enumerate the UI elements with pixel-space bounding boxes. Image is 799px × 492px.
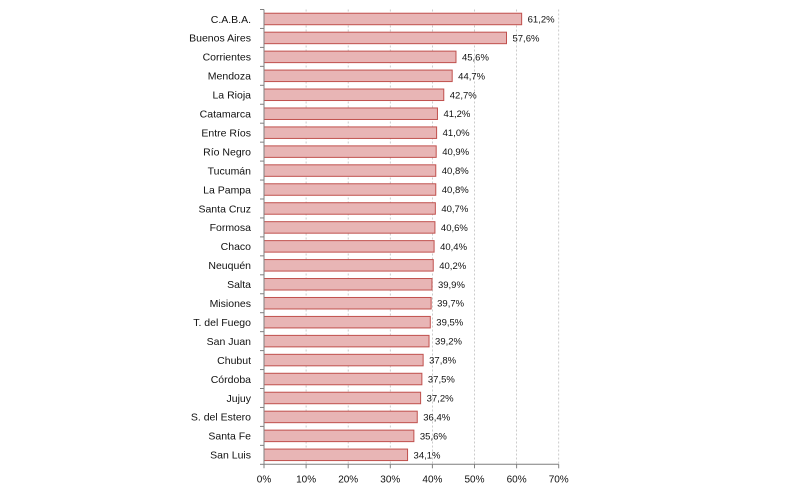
x-tick-label: 10%	[296, 474, 316, 485]
value-label: 35,6%	[420, 431, 447, 442]
bar	[263, 448, 409, 462]
bar	[263, 50, 457, 64]
value-label: 42,7%	[450, 90, 477, 101]
category-label: Buenos Aires	[189, 33, 251, 45]
bar	[263, 296, 432, 310]
category-label: Misiones	[210, 298, 251, 310]
x-axis-tick-labels: 0% 10% 20% 30% 40% 50% 60% 70%	[257, 474, 569, 485]
category-label: Santa Fe	[208, 431, 251, 443]
bar	[263, 164, 437, 177]
bar	[263, 126, 438, 139]
bar	[263, 31, 507, 45]
value-label: 40,6%	[441, 223, 468, 234]
value-label: 37,2%	[427, 393, 454, 404]
value-label: 40,8%	[442, 185, 469, 196]
category-label: Corrientes	[203, 52, 251, 64]
bar	[263, 259, 434, 272]
value-label: 40,9%	[442, 147, 469, 158]
category-label: San Luis	[210, 450, 251, 462]
category-label: Santa Cruz	[198, 203, 251, 215]
value-labels: 61,2% 57,6% 45,6% 44,7% 42,7% 41,2% 41,0% 40,9%…	[414, 14, 556, 461]
bar	[263, 107, 438, 120]
category-label: Neuquén	[208, 260, 251, 272]
x-tick-label: 40%	[422, 474, 442, 485]
value-label: 37,5%	[428, 375, 455, 386]
value-label: 41,0%	[443, 128, 470, 139]
value-label: 39,9%	[438, 280, 465, 291]
value-label: 40,2%	[439, 261, 466, 272]
value-label: 45,6%	[462, 52, 489, 63]
bar	[263, 202, 436, 215]
bar	[263, 145, 437, 158]
x-tick-label: 20%	[338, 474, 358, 485]
bar	[263, 88, 445, 102]
value-label: 41,2%	[443, 109, 470, 120]
category-label: Catamarca	[200, 109, 252, 121]
value-label: 61,2%	[528, 14, 555, 25]
x-tick-label: 60%	[507, 474, 527, 485]
bars	[263, 12, 523, 462]
category-label: C.A.B.A.	[211, 14, 251, 26]
value-label: 40,7%	[441, 204, 468, 215]
x-tick-label: 0%	[257, 474, 272, 485]
x-tick-label: 30%	[380, 474, 400, 485]
category-labels: C.A.B.A. Buenos Aires Corrientes Mendoza La …	[189, 14, 252, 462]
category-label: Tucumán	[208, 165, 252, 177]
bar	[263, 410, 418, 424]
value-label: 40,4%	[440, 242, 467, 253]
category-label: Chaco	[221, 241, 252, 253]
value-label: 40,8%	[442, 166, 469, 177]
category-label: Jujuy	[226, 393, 251, 405]
category-label: Río Negro	[203, 146, 251, 158]
axes	[260, 9, 560, 469]
bar	[263, 315, 431, 329]
bar	[263, 221, 436, 234]
bar	[263, 372, 423, 386]
value-label: 37,8%	[429, 356, 456, 367]
bar	[263, 12, 523, 26]
category-label: Córdoba	[211, 374, 251, 386]
bar	[263, 391, 422, 405]
category-label: T. del Fuego	[193, 317, 251, 329]
category-label: Mendoza	[208, 71, 251, 83]
category-label: Entre Ríos	[201, 127, 251, 139]
category-label: La Pampa	[203, 184, 251, 196]
bar	[263, 240, 435, 253]
bar	[263, 429, 415, 443]
value-label: 39,2%	[435, 337, 462, 348]
category-label: S. del Estero	[191, 412, 251, 424]
category-label: Formosa	[210, 222, 252, 234]
bar	[263, 353, 424, 367]
bar	[263, 69, 453, 83]
value-label: 39,5%	[436, 318, 463, 329]
category-label: Salta	[227, 279, 251, 291]
value-label: 34,1%	[414, 450, 441, 461]
bar	[263, 278, 433, 291]
category-label: San Juan	[207, 336, 252, 348]
category-label: Chubut	[217, 355, 251, 367]
x-tick-label: 50%	[464, 474, 484, 485]
value-label: 36,4%	[423, 412, 450, 423]
value-label: 39,7%	[437, 299, 464, 310]
bar	[263, 334, 430, 348]
x-tick-label: 70%	[549, 474, 569, 485]
bar	[263, 183, 437, 196]
value-label: 57,6%	[512, 33, 539, 44]
category-label: La Rioja	[212, 90, 251, 102]
value-label: 44,7%	[458, 71, 485, 82]
